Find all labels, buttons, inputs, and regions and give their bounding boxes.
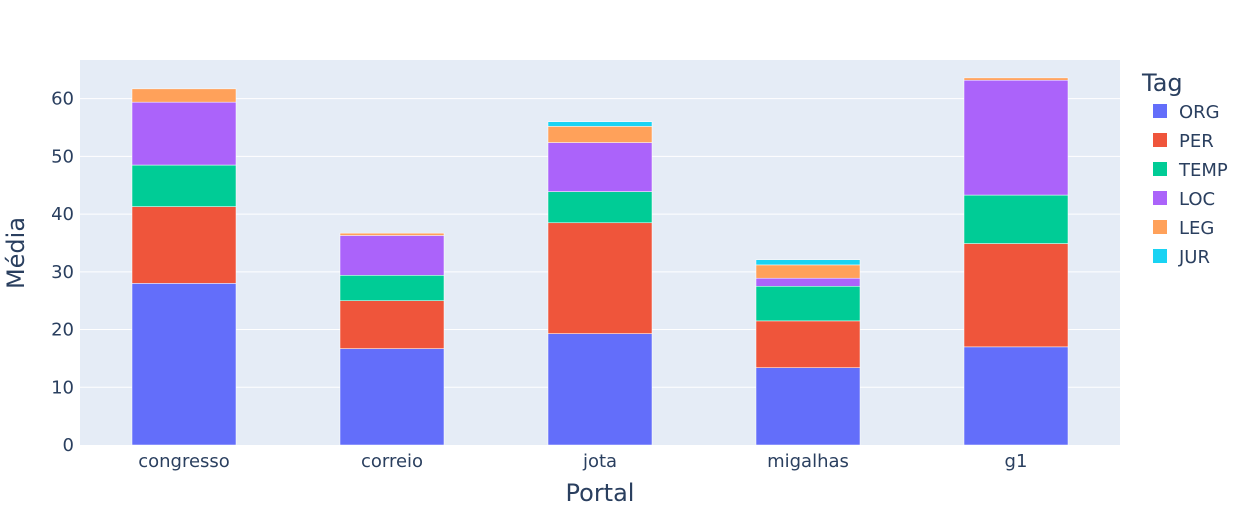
y-tick-label: 10 bbox=[51, 377, 74, 398]
y-tick-label: 20 bbox=[51, 320, 74, 341]
legend-title: Tag bbox=[1141, 69, 1183, 97]
x-tick-label: correio bbox=[361, 451, 423, 472]
bar-segment-loc[interactable] bbox=[131, 101, 237, 166]
x-tick-label: migalhas bbox=[767, 451, 849, 472]
y-tick-label: 0 bbox=[63, 435, 74, 456]
bar-segment-loc[interactable] bbox=[547, 142, 653, 192]
x-axis-ticks: congresso correio jota migalhas g1 bbox=[138, 451, 1027, 472]
bar-segment-jur[interactable] bbox=[755, 259, 861, 266]
bar-segment-loc[interactable] bbox=[755, 277, 861, 287]
bar-segment-leg[interactable] bbox=[755, 264, 861, 279]
y-tick-label: 60 bbox=[51, 89, 74, 110]
bar-segment-per[interactable] bbox=[547, 222, 653, 334]
bar-segment-temp[interactable] bbox=[339, 275, 445, 301]
bar-segment-org[interactable] bbox=[547, 333, 653, 446]
x-tick-label: g1 bbox=[1005, 451, 1028, 472]
legend-label-org[interactable]: ORG bbox=[1179, 102, 1220, 123]
bar-segment-temp[interactable] bbox=[755, 286, 861, 322]
x-tick-label: congresso bbox=[138, 451, 230, 472]
legend-swatch-jur[interactable] bbox=[1153, 249, 1167, 263]
bar-segment-temp[interactable] bbox=[963, 194, 1069, 244]
bar-segment-jur[interactable] bbox=[547, 121, 653, 127]
legend-label-temp[interactable]: TEMP bbox=[1178, 160, 1228, 181]
bar-segment-loc[interactable] bbox=[339, 235, 445, 276]
legend-swatch-org[interactable] bbox=[1153, 104, 1167, 118]
legend-swatch-temp[interactable] bbox=[1153, 162, 1167, 176]
legend-swatch-per[interactable] bbox=[1153, 133, 1167, 147]
bar-segment-temp[interactable] bbox=[547, 191, 653, 224]
bar-segment-leg[interactable] bbox=[963, 77, 1069, 81]
y-tick-label: 50 bbox=[51, 146, 74, 167]
legend-label-loc[interactable]: LOC bbox=[1179, 189, 1215, 210]
bars bbox=[131, 77, 1069, 446]
legend[interactable]: Tag ORG PER TEMP LOC LEG JUR bbox=[1141, 69, 1228, 268]
bar-segment-org[interactable] bbox=[963, 346, 1069, 446]
bar-segment-leg[interactable] bbox=[547, 126, 653, 143]
x-tick-label: jota bbox=[582, 451, 617, 472]
legend-label-jur[interactable]: JUR bbox=[1178, 247, 1210, 268]
bar-segment-per[interactable] bbox=[339, 300, 445, 349]
y-tick-label: 40 bbox=[51, 204, 74, 225]
y-axis-ticks: 0 10 20 30 40 50 60 bbox=[51, 89, 74, 456]
bar-segment-leg[interactable] bbox=[131, 88, 237, 103]
bar-segment-org[interactable] bbox=[755, 367, 861, 446]
y-axis-title: Média bbox=[2, 217, 30, 289]
x-axis-title: Portal bbox=[566, 479, 635, 507]
bar-segment-temp[interactable] bbox=[131, 164, 237, 207]
bar-segment-per[interactable] bbox=[755, 320, 861, 368]
legend-label-leg[interactable]: LEG bbox=[1179, 218, 1214, 239]
bar-segment-org[interactable] bbox=[131, 283, 237, 446]
legend-swatch-loc[interactable] bbox=[1153, 191, 1167, 205]
bar-segment-org[interactable] bbox=[339, 348, 445, 446]
legend-swatch-leg[interactable] bbox=[1153, 220, 1167, 234]
y-tick-label: 30 bbox=[51, 262, 74, 283]
bar-segment-per[interactable] bbox=[963, 243, 1069, 348]
bar-segment-per[interactable] bbox=[131, 206, 237, 284]
bar-segment-leg[interactable] bbox=[339, 232, 445, 236]
bar-segment-loc[interactable] bbox=[963, 79, 1069, 196]
legend-label-per[interactable]: PER bbox=[1179, 131, 1214, 152]
